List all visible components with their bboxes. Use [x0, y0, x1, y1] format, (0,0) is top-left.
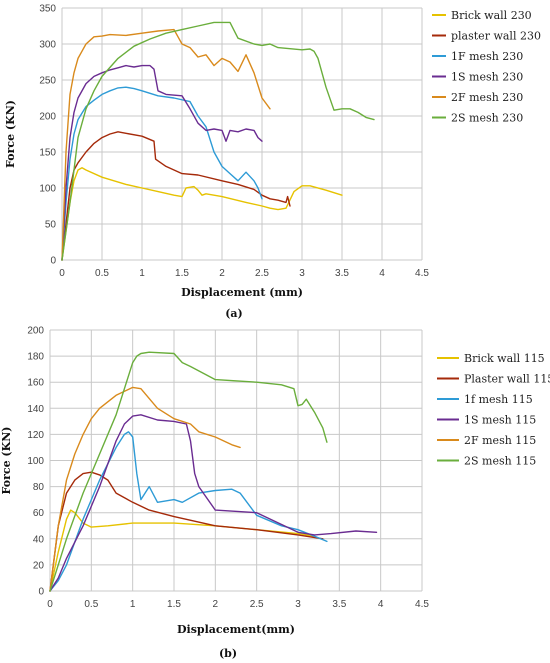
x-tick-label: 0	[47, 599, 53, 610]
panel-label: (a)	[225, 307, 243, 320]
y-tick-label: 0	[38, 587, 44, 598]
y-tick-label: 60	[33, 508, 45, 519]
x-tick-label: 3.5	[332, 599, 346, 610]
legend: Brick wall 115 Plaster wall 115 1f mesh 11…	[437, 352, 550, 468]
legend-label-2f-mesh-115: 2F mesh 115	[464, 434, 536, 447]
y-axis-label: Force (KN)	[0, 427, 13, 495]
legend: Brick wall 230 plaster wall 230 1F mesh 23…	[432, 9, 541, 125]
y-tick-label: 80	[33, 482, 45, 493]
legend-label-2s-mesh-230: 2S mesh 230	[451, 112, 523, 125]
x-tick-label: 1.5	[167, 599, 181, 610]
legend-label-brick-wall-115: Brick wall 115	[464, 352, 545, 365]
y-tick-label: 350	[39, 4, 56, 15]
x-tick-label: 2	[213, 599, 219, 610]
x-tick-label: 0.5	[84, 599, 98, 610]
legend-label-2f-mesh-230: 2F mesh 230	[451, 91, 523, 104]
series-line-2f-mesh-230	[61, 28, 271, 261]
x-axis-label: Displacement(mm)	[177, 623, 295, 636]
y-tick-label: 180	[27, 352, 44, 363]
y-tick-label: 200	[39, 112, 56, 123]
x-tick-label: 0	[59, 268, 65, 279]
series-line-1f-mesh-115	[49, 431, 328, 592]
legend-label-1f-mesh-115: 1f mesh 115	[464, 393, 533, 406]
y-tick-label: 100	[27, 456, 44, 467]
y-tick-label: 300	[39, 40, 56, 51]
series-line-2s-mesh-115	[49, 351, 328, 592]
y-tick-label: 0	[50, 256, 56, 267]
series-line-1f-mesh-230	[61, 86, 263, 261]
series-line-brick-wall-230	[61, 167, 343, 261]
x-tick-label: 2.5	[250, 599, 264, 610]
series-line-plaster-wall-230	[61, 131, 291, 261]
legend-label-brick-wall-230: Brick wall 230	[451, 9, 532, 22]
series-line-1s-mesh-230	[61, 64, 263, 261]
y-tick-label: 40	[33, 534, 45, 545]
x-axis-label: Displacement (mm)	[181, 286, 303, 299]
y-tick-label: 200	[27, 326, 44, 337]
panel-label: (b)	[219, 647, 237, 660]
x-tick-label: 1	[130, 599, 136, 610]
series-line-plaster-wall-115	[49, 471, 324, 592]
legend-label-1s-mesh-230: 1S mesh 230	[451, 71, 523, 84]
series-line-2f-mesh-115	[49, 386, 241, 592]
y-tick-label: 250	[39, 76, 56, 87]
x-tick-label: 3	[295, 599, 301, 610]
y-tick-label: 150	[39, 148, 56, 159]
y-tick-label: 140	[27, 404, 44, 415]
x-tick-label: 0.5	[95, 268, 109, 279]
x-tick-label: 4	[379, 268, 385, 279]
x-tick-label: 4.5	[415, 268, 429, 279]
chart-panel-a: 0 0.5 1 1.5 2 2.5 3 3.5 4 4.5 0 50 100 150 200 250 300 35…	[4, 4, 541, 321]
y-axis-label: Force (KN)	[4, 100, 17, 168]
x-tick-label: 1	[139, 268, 145, 279]
x-tick-label: 4	[378, 599, 384, 610]
y-tick-label: 160	[27, 378, 44, 389]
legend-label-1f-mesh-230: 1F mesh 230	[451, 50, 523, 63]
x-tick-label: 2.5	[255, 268, 269, 279]
x-tick-label: 4.5	[415, 599, 429, 610]
y-tick-label: 100	[39, 184, 56, 195]
chart-panel-b: 0 0.5 1 1.5 2 2.5 3 3.5 4 4.5 0 20 40 60 80 100 120 140 16…	[0, 326, 550, 661]
x-tick-label: 3.5	[335, 268, 349, 279]
y-tick-label: 50	[45, 220, 57, 231]
x-tick-label: 2	[219, 268, 225, 279]
y-tick-label: 20	[33, 560, 45, 571]
x-tick-label: 3	[299, 268, 305, 279]
y-tick-label: 120	[27, 430, 44, 441]
series-line-2s-mesh-230	[61, 21, 375, 261]
x-tick-label: 1.5	[175, 268, 189, 279]
series-line-1s-mesh-115	[49, 414, 378, 592]
legend-label-plaster-wall-115: Plaster wall 115	[464, 373, 550, 386]
legend-label-1s-mesh-115: 1S mesh 115	[464, 414, 536, 427]
legend-label-2s-mesh-115: 2S mesh 115	[464, 455, 536, 468]
legend-label-plaster-wall-230: plaster wall 230	[451, 30, 541, 43]
